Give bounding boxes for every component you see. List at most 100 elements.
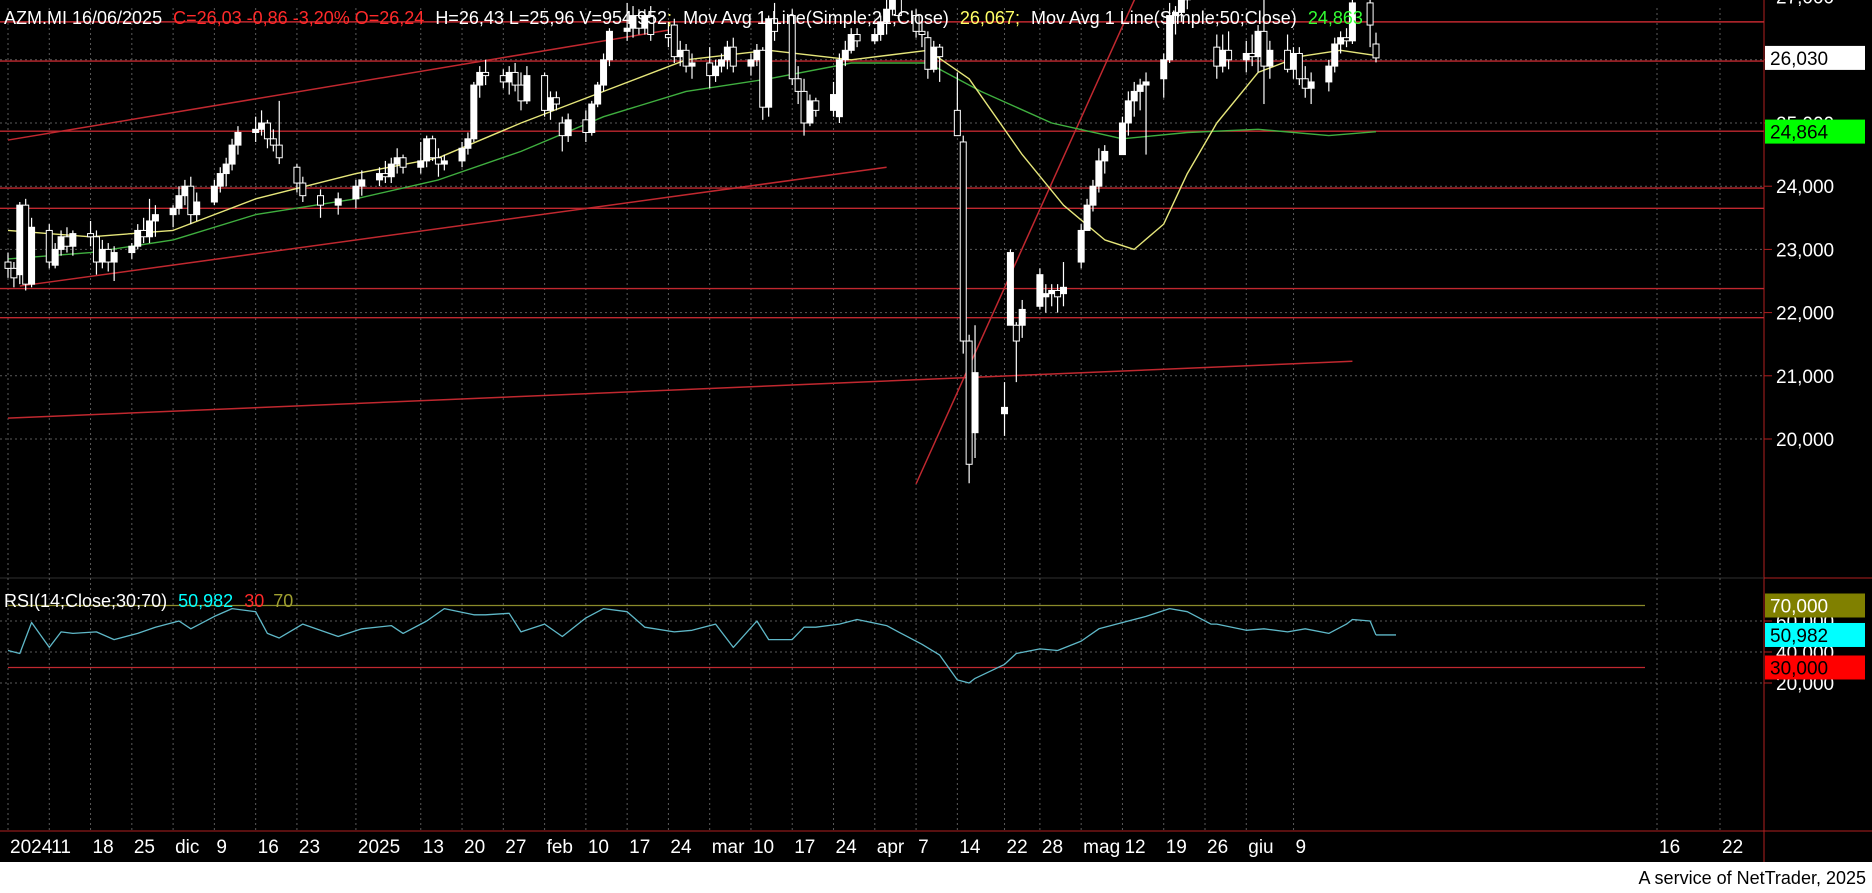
candle: [16, 202, 24, 285]
candle: [1166, 2, 1174, 63]
candle-body-down: [269, 138, 277, 146]
x-tick-label: 16: [258, 837, 279, 858]
x-tick-label: 18: [93, 837, 114, 858]
x-tick-label: 22: [1722, 837, 1743, 858]
candle: [387, 157, 395, 184]
candle-body-up: [128, 245, 136, 254]
candle: [965, 334, 973, 484]
x-tick-label: dic: [175, 837, 199, 858]
candle: [1160, 53, 1168, 98]
candle: [729, 37, 737, 73]
candle-body-up: [216, 173, 224, 187]
candle: [747, 53, 755, 76]
candle-body-down: [275, 144, 283, 159]
candle: [1012, 322, 1020, 383]
candle: [458, 141, 466, 168]
x-tick-label: 11: [51, 837, 71, 858]
candle: [334, 192, 342, 215]
candle: [936, 44, 944, 82]
trendline: [7, 360, 1353, 419]
candle-body-up: [440, 160, 448, 165]
candle: [146, 198, 154, 244]
candle: [1006, 249, 1014, 326]
candle-body-down: [582, 119, 590, 133]
candle: [912, 9, 920, 38]
x-tick-label: 24: [836, 837, 858, 858]
candle: [712, 59, 720, 82]
candle: [1331, 37, 1339, 73]
candle: [429, 135, 437, 161]
candle: [87, 220, 95, 247]
candle-body-up: [1018, 308, 1026, 326]
x-tick-label: 28: [1042, 837, 1063, 858]
candle: [523, 66, 531, 105]
candle: [1177, 0, 1185, 22]
candle: [193, 192, 201, 221]
candle-body-down: [1012, 324, 1020, 342]
candle-body-down: [788, 15, 796, 80]
candle-body-down: [853, 34, 861, 42]
candle-body-up: [258, 122, 266, 130]
candle-body-up: [134, 229, 142, 247]
ma50-label: Mov Avg 1 Line(Simple;50;Close): [1031, 8, 1297, 28]
candle: [670, 18, 678, 63]
candle-body-up: [835, 59, 843, 118]
candle-body-up: [688, 62, 696, 67]
price-flag: [1765, 119, 1865, 144]
candle: [222, 157, 230, 187]
x-tick-label: 2025: [358, 837, 400, 858]
rsi-level-flag-label: 70,000: [1770, 597, 1828, 618]
candle: [871, 28, 879, 44]
candle-body-up: [1036, 274, 1044, 307]
candle: [806, 94, 814, 127]
candle-body-up: [1254, 30, 1262, 58]
candle: [128, 243, 136, 259]
candle-body-up: [16, 204, 24, 276]
candle-body-up: [1142, 81, 1150, 86]
candle: [794, 66, 802, 105]
candle-body-up: [712, 65, 720, 77]
candle: [175, 186, 183, 215]
candle-body-up: [747, 59, 755, 67]
y-tick-label: 21,000: [1776, 367, 1834, 388]
candle-body-up: [717, 59, 725, 67]
candle-body-down: [771, 18, 779, 32]
candle: [647, 6, 655, 41]
candle-body-up: [393, 157, 401, 165]
candle-body-down: [299, 182, 307, 197]
candle: [1172, 6, 1180, 35]
candle: [541, 72, 549, 117]
candle: [51, 243, 59, 269]
price-flag: [1765, 45, 1865, 70]
candle-body-down: [1284, 49, 1292, 70]
candle: [1101, 145, 1109, 174]
candle-body-up: [228, 144, 236, 165]
price-header: AZM.MI 16/06/2025 C=26,03 -0,86 -3,20% O…: [4, 8, 1363, 28]
x-tick-label: 17: [629, 837, 650, 858]
grid-layer: [0, 0, 1872, 862]
candle: [1124, 91, 1132, 136]
candle: [1325, 59, 1333, 92]
candle-body-up: [423, 138, 431, 162]
candle: [1225, 31, 1233, 70]
candle-body-down: [10, 267, 18, 279]
candle-body-up: [1177, 0, 1185, 13]
candle-body-down: [499, 75, 507, 83]
candle-body-up: [1348, 2, 1356, 42]
y-tick-label: 24,000: [1776, 177, 1834, 198]
candle-body-up: [464, 138, 472, 149]
candle: [511, 62, 519, 92]
candle-body-down: [1295, 52, 1303, 80]
candle-body-up: [234, 131, 242, 146]
candle-body-up: [222, 163, 230, 175]
candle: [594, 81, 602, 108]
footer-credit: A service of NetTrader, 2025: [1639, 868, 1866, 888]
candle: [1118, 116, 1126, 156]
candle-body-up: [1166, 15, 1174, 61]
candle: [682, 44, 690, 73]
candle-body-up: [588, 103, 596, 133]
candle-body-up: [1289, 52, 1297, 70]
candle: [252, 116, 260, 142]
candle-body-up: [458, 147, 466, 162]
